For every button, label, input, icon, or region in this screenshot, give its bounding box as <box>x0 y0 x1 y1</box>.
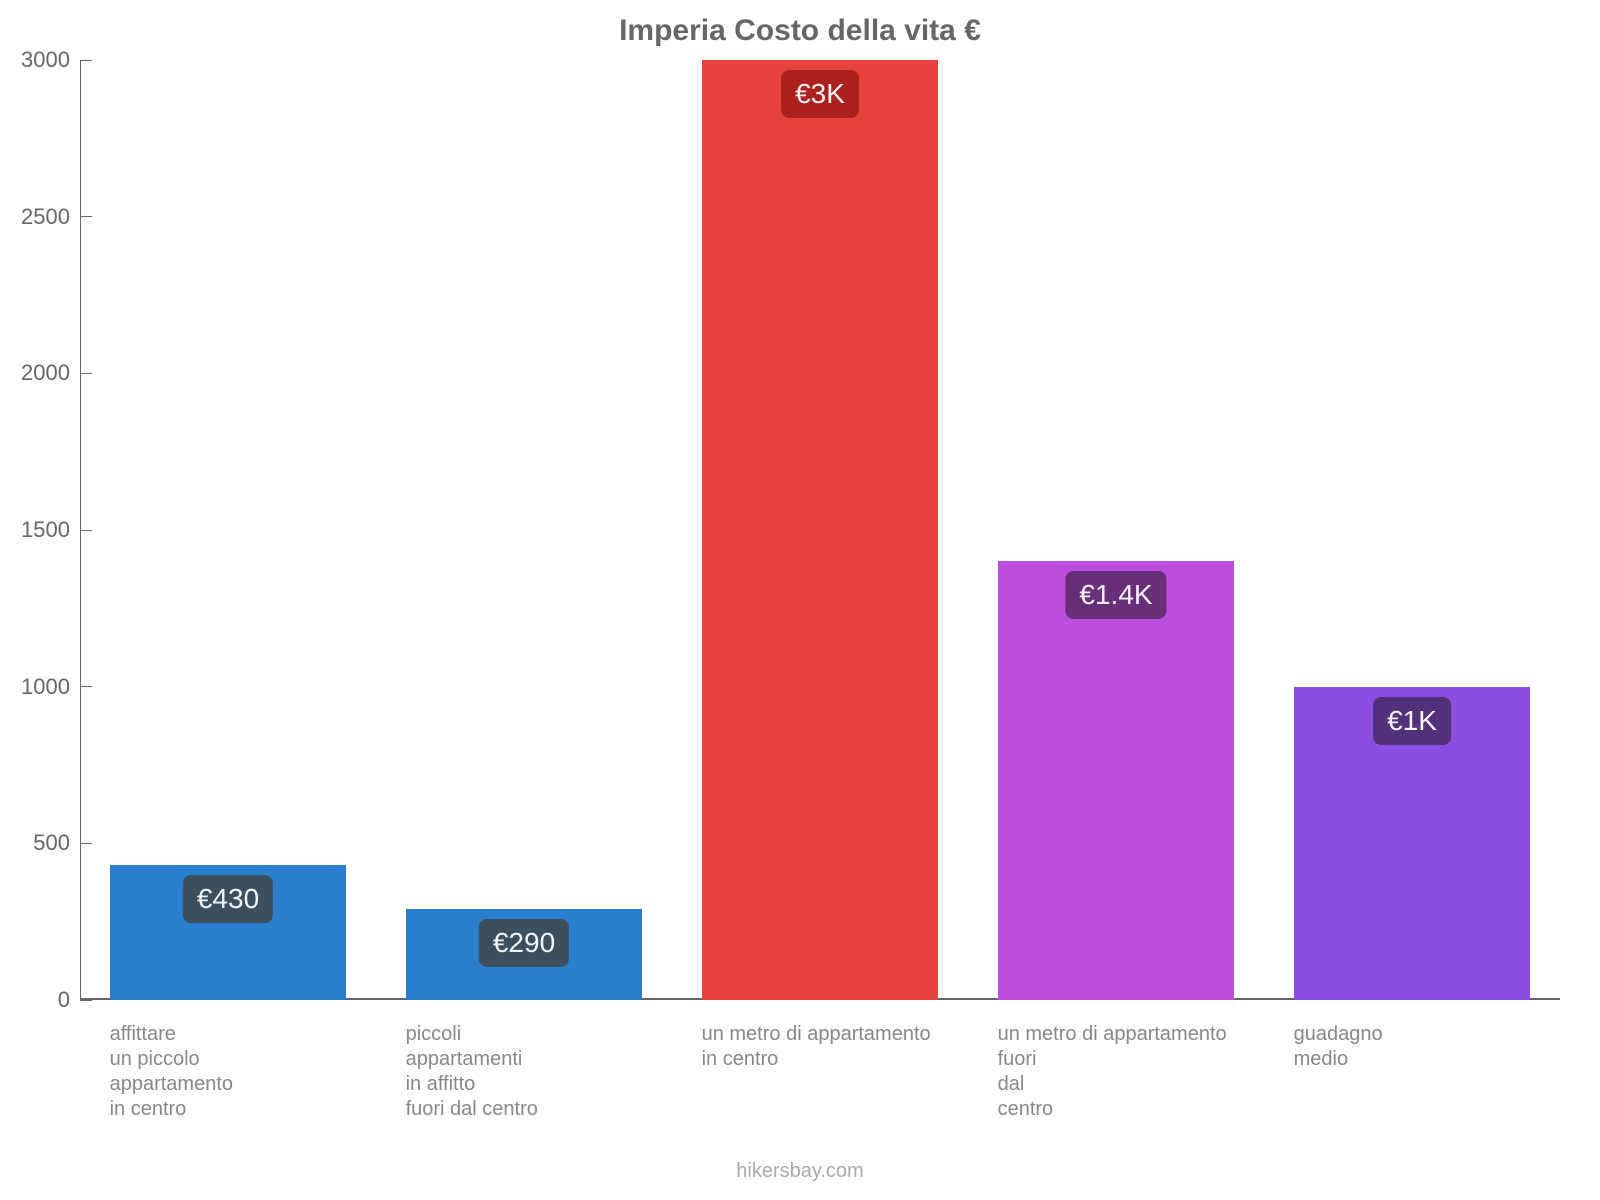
y-tick <box>80 1000 92 1001</box>
y-tick <box>80 843 92 844</box>
y-tick-label: 1000 <box>21 674 80 700</box>
x-category-label: un metro di appartamentoin centro <box>702 1022 959 1072</box>
y-tick-label: 2000 <box>21 360 80 386</box>
y-tick <box>80 686 92 687</box>
y-tick <box>80 60 92 61</box>
bar-value-label: €1K <box>1373 697 1451 745</box>
x-category-label: affittareun piccoloappartamentoin centro <box>110 1022 367 1122</box>
bar-value-label: €1.4K <box>1065 571 1166 619</box>
x-category-label: piccoliappartamentiin affittofuori dal c… <box>406 1022 663 1122</box>
y-tick-label: 2500 <box>21 204 80 230</box>
footer-credit: hikersbay.com <box>0 1160 1600 1183</box>
bar-value-label: €430 <box>183 875 273 923</box>
y-tick <box>80 530 92 531</box>
chart-container: Imperia Costo della vita € 0500100015002… <box>0 0 1600 1200</box>
y-tick-label: 500 <box>33 830 80 856</box>
x-category-label: un metro di appartamentofuoridalcentro <box>998 1022 1255 1122</box>
y-tick <box>80 216 92 217</box>
y-tick-label: 3000 <box>21 47 80 73</box>
y-tick-label: 1500 <box>21 517 80 543</box>
bar <box>702 60 939 1000</box>
plot-area: 050010001500200025003000€430affittareun … <box>80 60 1560 1000</box>
chart-title: Imperia Costo della vita € <box>0 14 1600 48</box>
x-category-label: guadagnomedio <box>1294 1022 1551 1072</box>
bar-value-label: €3K <box>781 70 859 118</box>
y-tick <box>80 373 92 374</box>
bar <box>998 561 1235 1000</box>
y-tick-label: 0 <box>58 987 80 1013</box>
bar-value-label: €290 <box>479 919 569 967</box>
